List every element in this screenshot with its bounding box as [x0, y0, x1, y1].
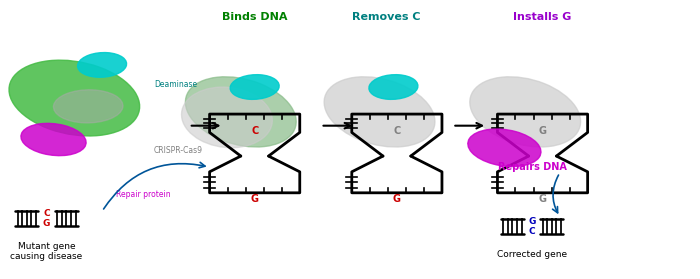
Ellipse shape [9, 60, 140, 136]
Text: C: C [393, 126, 400, 136]
Text: G: G [538, 194, 547, 204]
Ellipse shape [78, 52, 127, 77]
Text: G: G [43, 219, 50, 228]
Text: C: C [43, 209, 50, 218]
Ellipse shape [230, 75, 279, 99]
Text: G: G [251, 194, 259, 204]
Ellipse shape [324, 77, 435, 147]
Text: Removes C: Removes C [352, 13, 421, 22]
Text: Binds DNA: Binds DNA [222, 13, 288, 22]
Text: G: G [538, 126, 547, 136]
Text: Repairs DNA: Repairs DNA [498, 162, 566, 172]
Ellipse shape [21, 123, 86, 156]
Text: Mutant gene
causing disease: Mutant gene causing disease [10, 242, 83, 261]
Ellipse shape [186, 77, 296, 147]
Ellipse shape [468, 129, 541, 167]
Text: C: C [251, 126, 258, 136]
Ellipse shape [53, 90, 123, 123]
Text: G: G [393, 194, 401, 204]
Ellipse shape [181, 87, 272, 148]
Ellipse shape [369, 75, 418, 99]
Text: Repair protein: Repair protein [116, 190, 171, 199]
Text: Installs G: Installs G [513, 13, 572, 22]
Text: C: C [528, 227, 536, 236]
Text: CRISPR-Cas9: CRISPR-Cas9 [154, 146, 203, 155]
Text: Corrected gene: Corrected gene [497, 250, 567, 259]
Ellipse shape [470, 77, 580, 147]
Text: Deaminase: Deaminase [154, 80, 197, 89]
Text: G: G [528, 217, 536, 226]
